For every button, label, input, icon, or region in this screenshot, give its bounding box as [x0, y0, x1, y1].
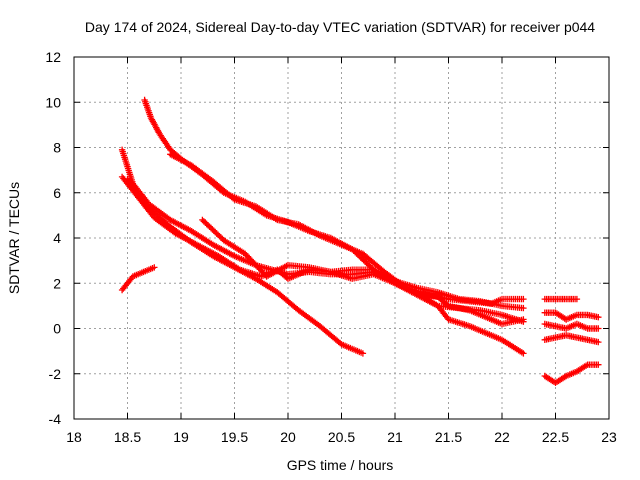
- series-track-4: [118, 173, 527, 328]
- data-point-marker: [359, 350, 367, 357]
- x-tick-label: 22.5: [542, 429, 569, 445]
- data-point-marker: [520, 350, 527, 357]
- series-track-10: [541, 320, 602, 332]
- grid-lines: [74, 57, 609, 419]
- series-track-2: [167, 151, 527, 307]
- series-track-1: [141, 96, 527, 325]
- series-track-6: [199, 216, 527, 357]
- data-point-marker: [595, 338, 602, 346]
- x-tick-label: 21: [387, 429, 403, 445]
- x-tick-label: 19: [173, 429, 189, 445]
- x-tick-label: 22: [494, 429, 510, 445]
- data-point-marker: [520, 316, 527, 323]
- series-track-9: [541, 309, 602, 323]
- y-tick-label: 6: [53, 185, 61, 201]
- x-tick-label: 18.5: [114, 429, 141, 445]
- y-tick-label: 12: [45, 49, 61, 65]
- data-point-marker: [520, 295, 527, 303]
- y-tick-labels: -4 -2 0 2 4 6 8 10 12: [45, 49, 61, 427]
- series-track-3: [118, 146, 527, 312]
- x-tick-label: 20.5: [328, 429, 355, 445]
- y-axis-label: SDTVAR / TECUs: [6, 182, 22, 294]
- series-track-12: [541, 361, 602, 386]
- x-tick-label: 18: [66, 429, 82, 445]
- data-point-marker: [595, 361, 602, 368]
- data-point-marker: [573, 295, 581, 303]
- y-tick-label: 8: [53, 140, 61, 156]
- data-point-marker: [595, 325, 602, 332]
- x-tick-labels: 18 18.5 19 19.5 20 20.5 21 21.5 22 22.5 23: [66, 429, 617, 445]
- y-tick-label: -2: [49, 366, 62, 382]
- y-tick-label: -4: [49, 411, 62, 427]
- x-axis-label: GPS time / hours: [287, 457, 394, 473]
- chart-title: Day 174 of 2024, Sidereal Day-to-day VTE…: [85, 19, 595, 35]
- series-track-11: [541, 332, 602, 346]
- data-series: [118, 96, 602, 386]
- x-tick-label: 23: [601, 429, 617, 445]
- y-tick-label: 2: [53, 275, 61, 291]
- data-point-marker: [207, 224, 215, 232]
- y-tick-label: 4: [53, 230, 61, 246]
- series-track-5: [124, 176, 367, 357]
- x-tick-label: 19.5: [221, 429, 248, 445]
- x-tick-label: 20: [280, 429, 296, 445]
- tick-marks: [73, 56, 610, 420]
- series-track-8: [541, 295, 581, 303]
- data-point-marker: [520, 304, 527, 312]
- y-tick-label: 0: [53, 321, 61, 337]
- x-tick-label: 21.5: [435, 429, 462, 445]
- y-tick-label: 10: [45, 94, 61, 110]
- data-point-marker: [364, 261, 372, 268]
- data-point-marker: [595, 314, 602, 321]
- series-track-7: [118, 264, 158, 294]
- data-point-marker: [151, 264, 158, 271]
